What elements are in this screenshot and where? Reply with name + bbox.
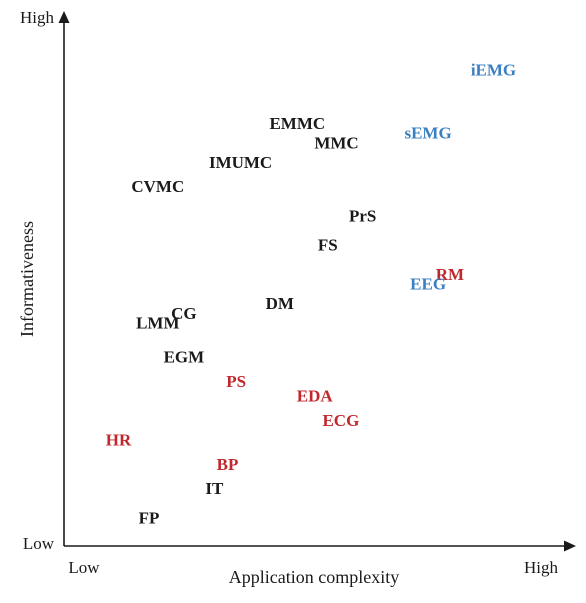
point-label-rm: RM [436,265,464,284]
y-axis-title: Informativeness [17,221,37,337]
point-label-lmm: LMM [136,314,179,333]
point-label-egm: EGM [164,348,205,367]
point-label-cg: CG [171,304,197,323]
y-axis-arrow [58,11,70,23]
point-label-hr: HR [106,431,132,450]
x-axis-low-label: Low [68,558,100,577]
point-label-imumc: IMUMC [209,153,272,172]
x-axis-arrow [564,540,576,552]
point-label-dm: DM [266,294,294,313]
point-label-eda: EDA [297,387,334,406]
point-label-cvmc: CVMC [131,177,184,196]
point-label-prs: PrS [349,206,376,225]
point-label-bp: BP [217,455,239,474]
point-label-ps: PS [226,372,246,391]
point-label-it: IT [205,479,224,498]
point-label-semg: sEMG [404,124,451,143]
point-label-emmc: EMMC [269,114,325,133]
y-axis-high-label: High [20,8,55,27]
x-axis-high-label: High [524,558,559,577]
x-axis-title: Application complexity [229,567,399,587]
point-label-fp: FP [139,508,160,527]
point-label-mmc: MMC [314,133,358,152]
point-label-fs: FS [318,236,338,255]
point-label-iemg: iEMG [471,60,516,79]
point-label-eeg: EEG [410,275,446,294]
y-axis-low-label: Low [23,534,55,553]
point-label-ecg: ECG [322,411,359,430]
